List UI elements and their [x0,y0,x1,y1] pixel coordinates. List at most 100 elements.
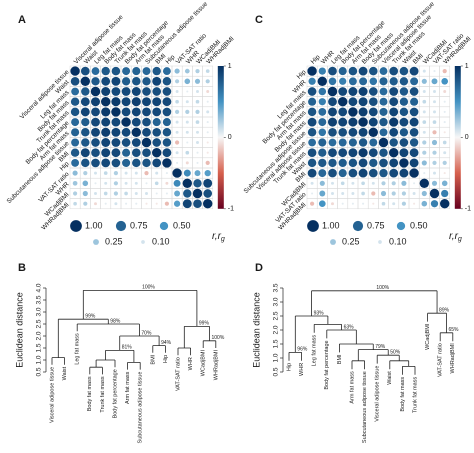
corr-circle [134,192,138,195]
corr-circle [341,202,344,205]
leaf-label: Body fat mass [400,377,406,412]
corr-circle [194,78,201,84]
legend-title-sub: g [221,236,225,243]
corr-circle [91,138,100,147]
corr-circle [165,172,168,175]
corr-circle [379,117,388,127]
corr-circle [174,190,181,197]
corr-circle [369,66,378,76]
leaf-label: Body fat percentage [324,340,330,389]
corr-circle [430,200,439,208]
corr-circle [101,97,111,107]
corr-circle [391,181,396,186]
size-legend-circle [352,220,364,232]
corr-circle [432,130,437,135]
corr-circle [443,90,447,93]
colorbar-label: -1 [228,206,234,213]
corr-circle [142,127,151,137]
corr-circle [338,67,347,76]
corr-circle [80,66,90,76]
corr-circle [83,171,88,176]
corr-circle [362,202,365,205]
corr-circle [348,77,357,86]
corr-circle [183,169,191,177]
support-label: 89% [439,308,450,314]
corr-circle [319,190,326,197]
support-label: 50% [390,350,401,356]
corr-circle [409,127,419,137]
corr-circle [206,121,209,124]
leaf-label: Leg fat mass [312,335,318,367]
leaf-label: Trunk fat mass [100,376,106,412]
leaf-label: BMI [337,354,343,364]
corr-circle [195,109,200,114]
panel-letter: D [255,262,263,274]
corr-circle [155,202,158,205]
corr-circle [433,171,436,175]
corr-circle [111,107,121,117]
corr-circle [348,127,358,137]
corr-circle [399,168,409,178]
corr-circle [328,158,337,168]
corr-circle [114,202,118,206]
corr-circle [121,107,131,117]
size-legend-label: 0.10 [389,236,407,246]
corr-circle [72,180,78,186]
corr-circle [413,202,416,205]
dendrogram-link [51,357,65,365]
corr-circle [71,87,80,96]
corr-circle [412,192,416,195]
corr-circle [331,202,334,206]
y-tick-label: 3.0 [36,307,43,316]
corr-circle [307,66,317,76]
corr-circle [389,117,399,127]
corr-circle [90,86,101,97]
corr-circle [71,138,80,147]
leaf-label: Leg fat mass [75,333,81,365]
corr-circle [328,138,337,147]
corr-circle [379,77,388,86]
size-legend-label: 1.00 [85,220,103,230]
corr-circle [410,97,419,106]
corr-circle [389,66,399,76]
corr-circle [310,181,314,185]
corr-circle [80,148,90,158]
y-tick-label: 2.5 [273,311,280,320]
corr-circle [111,66,121,76]
corr-circle [132,77,141,86]
corr-circle [152,107,162,117]
corr-circle [142,107,151,117]
corr-circle [433,90,436,93]
support-label: 81% [122,345,133,351]
corr-circle [185,100,189,104]
corr-circle [422,99,427,104]
leaf-label: Hip [163,355,169,363]
corr-circle [121,138,131,147]
corr-circle [101,127,111,137]
corr-circle [318,67,326,75]
corr-circle [328,77,337,86]
corr-circle [111,148,121,158]
support-label: 98% [110,318,121,324]
corr-circle [442,69,447,74]
corr-circle [361,181,365,186]
corr-circle [358,117,368,127]
corr-circle [379,158,388,168]
corr-circle [72,170,78,176]
corr-circle [318,200,326,208]
corr-circle [152,158,162,168]
corr-circle [162,158,172,168]
corr-circle [399,138,409,147]
dendrogram-link [288,352,302,361]
corr-circle [327,117,338,127]
corr-circle [389,138,398,147]
corr-circle [132,67,141,76]
corr-circle [195,120,200,124]
corr-circle [91,117,100,127]
corr-circle [192,188,203,199]
corr-circle [124,191,128,196]
y-tick-label: 0.5 [273,367,280,376]
leaf-label: WHRadjBMI [213,350,219,381]
corr-circle [391,191,396,196]
corr-circle [90,97,101,107]
